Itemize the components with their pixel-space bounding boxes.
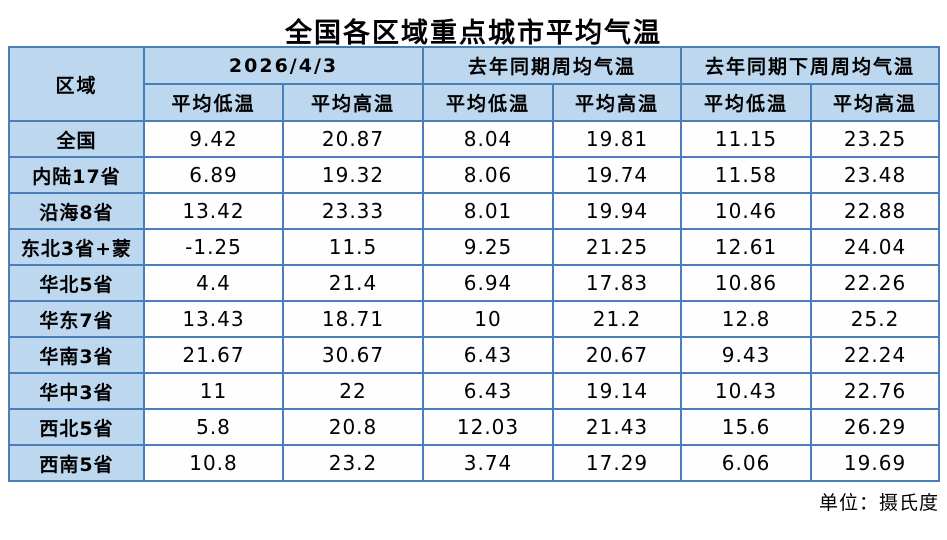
region-cell: 沿海8省 bbox=[8, 192, 145, 230]
value-cell: 9.25 bbox=[422, 228, 555, 266]
table-row: 全国 9.42 20.87 8.04 19.81 11.15 23.25 bbox=[8, 120, 941, 158]
value-cell: 8.06 bbox=[422, 156, 555, 194]
value-cell: 30.67 bbox=[281, 336, 425, 374]
value-cell: 23.25 bbox=[810, 120, 941, 158]
value-cell: 22.24 bbox=[810, 336, 941, 374]
region-cell: 华东7省 bbox=[8, 300, 145, 338]
value-cell: 22.76 bbox=[810, 372, 941, 410]
value-cell: 6.43 bbox=[422, 372, 555, 410]
value-cell: 10.86 bbox=[680, 264, 813, 302]
sub-header-avg-high: 平均高温 bbox=[281, 83, 425, 122]
value-cell: 23.48 bbox=[810, 156, 941, 194]
value-cell: 6.06 bbox=[680, 444, 813, 482]
table-row: 华北5省 4.4 21.4 6.94 17.83 10.86 22.26 bbox=[8, 264, 941, 302]
value-cell: 19.14 bbox=[552, 372, 683, 410]
value-cell: 22 bbox=[281, 372, 425, 410]
value-cell: 19.69 bbox=[810, 444, 941, 482]
region-cell: 全国 bbox=[8, 120, 145, 158]
value-cell: 5.8 bbox=[143, 408, 284, 446]
value-cell: 4.4 bbox=[143, 264, 284, 302]
value-cell: 21.2 bbox=[552, 300, 683, 338]
value-cell: 11 bbox=[143, 372, 284, 410]
value-cell: 10.43 bbox=[680, 372, 813, 410]
value-cell: 21.67 bbox=[143, 336, 284, 374]
value-cell: -1.25 bbox=[143, 228, 284, 266]
value-cell: 20.8 bbox=[281, 408, 425, 446]
value-cell: 6.43 bbox=[422, 336, 555, 374]
value-cell: 23.2 bbox=[281, 444, 425, 482]
value-cell: 6.89 bbox=[143, 156, 284, 194]
group-header-current-date: 2026/4/3 bbox=[142, 46, 425, 85]
table-row: 华南3省 21.67 30.67 6.43 20.67 9.43 22.24 bbox=[8, 336, 941, 374]
value-cell: 20.67 bbox=[552, 336, 683, 374]
table-header: 区域 2026/4/3 去年同期周均气温 去年同期下周周均气温 平均低温 平均高… bbox=[8, 46, 941, 122]
sub-header-avg-low: 平均低温 bbox=[680, 83, 813, 122]
table-body: 全国 9.42 20.87 8.04 19.81 11.15 23.25 内陆17省 6.89 1… bbox=[8, 120, 941, 482]
value-cell: 22.88 bbox=[810, 192, 941, 230]
value-cell: 19.81 bbox=[552, 120, 683, 158]
value-cell: 21.25 bbox=[552, 228, 683, 266]
region-cell: 西南5省 bbox=[8, 444, 145, 482]
value-cell: 10 bbox=[422, 300, 555, 338]
table-row: 华东7省 13.43 18.71 10 21.2 12.8 25.2 bbox=[8, 300, 941, 338]
value-cell: 11.58 bbox=[680, 156, 813, 194]
value-cell: 10.8 bbox=[143, 444, 284, 482]
table-row: 内陆17省 6.89 19.32 8.06 19.74 11.58 23.48 bbox=[8, 156, 941, 194]
value-cell: 13.42 bbox=[143, 192, 284, 230]
value-cell: 26.29 bbox=[810, 408, 941, 446]
value-cell: 12.03 bbox=[422, 408, 555, 446]
sub-header-avg-low: 平均低温 bbox=[422, 83, 555, 122]
sub-header-avg-high: 平均高温 bbox=[810, 83, 941, 122]
group-header-last-year-week: 去年同期周均气温 bbox=[422, 46, 683, 85]
table-row: 东北3省+蒙 -1.25 11.5 9.25 21.25 12.61 24.04 bbox=[8, 228, 941, 266]
value-cell: 11.15 bbox=[680, 120, 813, 158]
table-row: 西北5省 5.8 20.8 12.03 21.43 15.6 26.29 bbox=[8, 408, 941, 446]
group-header-last-year-next-week: 去年同期下周周均气温 bbox=[680, 46, 941, 85]
page-title: 全国各区域重点城市平均气温 bbox=[285, 18, 662, 49]
value-cell: 17.29 bbox=[552, 444, 683, 482]
value-cell: 9.43 bbox=[680, 336, 813, 374]
region-cell: 华北5省 bbox=[8, 264, 145, 302]
table-row: 华中3省 11 22 6.43 19.14 10.43 22.76 bbox=[8, 372, 941, 410]
value-cell: 10.46 bbox=[680, 192, 813, 230]
region-cell: 华中3省 bbox=[8, 372, 145, 410]
region-cell: 内陆17省 bbox=[8, 156, 145, 194]
value-cell: 18.71 bbox=[281, 300, 425, 338]
value-cell: 8.01 bbox=[422, 192, 555, 230]
value-cell: 19.74 bbox=[552, 156, 683, 194]
value-cell: 19.94 bbox=[552, 192, 683, 230]
table-row: 沿海8省 13.42 23.33 8.01 19.94 10.46 22.88 bbox=[8, 192, 941, 230]
value-cell: 12.61 bbox=[680, 228, 813, 266]
value-cell: 20.87 bbox=[281, 120, 425, 158]
region-cell: 西北5省 bbox=[8, 408, 145, 446]
value-cell: 22.26 bbox=[810, 264, 941, 302]
unit-note: 单位：摄氏度 bbox=[818, 492, 939, 514]
group-header-row: 区域 2026/4/3 去年同期周均气温 去年同期下周周均气温 bbox=[8, 46, 941, 122]
value-cell: 3.74 bbox=[422, 444, 555, 482]
value-cell: 17.83 bbox=[552, 264, 683, 302]
temperature-table: 区域 2026/4/3 去年同期周均气温 去年同期下周周均气温 平均低温 平均高… bbox=[8, 46, 941, 482]
sub-header-row: 平均低温 平均高温 平均低温 平均高温 平均低温 平均高温 bbox=[9, 83, 941, 122]
region-cell: 东北3省+蒙 bbox=[8, 228, 145, 266]
value-cell: 25.2 bbox=[810, 300, 941, 338]
region-cell: 华南3省 bbox=[8, 336, 145, 374]
value-cell: 9.42 bbox=[143, 120, 284, 158]
value-cell: 21.4 bbox=[281, 264, 425, 302]
value-cell: 11.5 bbox=[281, 228, 425, 266]
value-cell: 24.04 bbox=[810, 228, 941, 266]
value-cell: 13.43 bbox=[143, 300, 284, 338]
value-cell: 15.6 bbox=[680, 408, 813, 446]
value-cell: 8.04 bbox=[422, 120, 555, 158]
sub-header-avg-high: 平均高温 bbox=[552, 83, 683, 122]
table-row: 西南5省 10.8 23.2 3.74 17.29 6.06 19.69 bbox=[8, 444, 941, 482]
value-cell: 6.94 bbox=[422, 264, 555, 302]
sub-header-avg-low: 平均低温 bbox=[143, 83, 284, 122]
value-cell: 21.43 bbox=[552, 408, 683, 446]
corner-header-region: 区域 bbox=[8, 46, 145, 122]
value-cell: 23.33 bbox=[281, 192, 425, 230]
value-cell: 19.32 bbox=[281, 156, 425, 194]
value-cell: 12.8 bbox=[680, 300, 813, 338]
